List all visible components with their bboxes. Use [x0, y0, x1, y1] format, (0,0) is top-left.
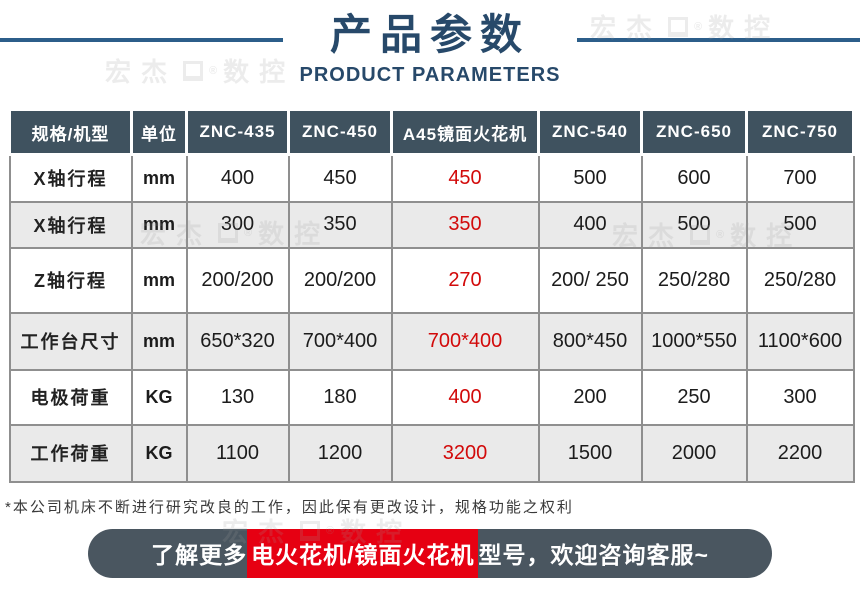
value-cell: 2200	[745, 423, 855, 483]
value-cell: 200	[537, 368, 643, 426]
value-cell: 400	[537, 200, 643, 249]
unit-cell: KG	[130, 368, 188, 426]
value-cell: 600	[640, 153, 748, 203]
value-cell: 1500	[537, 423, 643, 483]
value-cell: 450	[390, 153, 540, 203]
value-cell: 400	[390, 368, 540, 426]
value-cell: 200/ 250	[537, 246, 643, 314]
table-row: Z轴行程 mm 200/200 200/200 270 200/ 250 250/280 25…	[8, 246, 855, 314]
column-header: 规格/机型	[8, 108, 133, 156]
value-cell: 200/200	[287, 246, 393, 314]
value-cell: 700*400	[390, 311, 540, 371]
column-header: ZNC-650	[640, 108, 748, 156]
column-header: ZNC-450	[287, 108, 393, 156]
column-header: ZNC-435	[185, 108, 290, 156]
value-cell: 2000	[640, 423, 748, 483]
value-cell: 1100*600	[745, 311, 855, 371]
table-header: 规格/机型 单位 ZNC-435 ZNC-450 A45镜面火花机 ZNC-540 ZNC-…	[8, 108, 855, 156]
value-cell: 200/200	[185, 246, 290, 314]
banner-prefix: 了解更多	[151, 542, 248, 568]
value-cell: 250/280	[640, 246, 748, 314]
table-row: 电极荷重 KG 130 180 400 200 250 300	[8, 368, 855, 426]
unit-cell: KG	[130, 423, 188, 483]
row-label: X轴行程	[8, 200, 133, 249]
value-cell: 300	[745, 368, 855, 426]
unit-cell: mm	[130, 246, 188, 314]
row-label: Z轴行程	[8, 246, 133, 314]
table-row: X轴行程 mm 300 350 350 400 500 500	[8, 200, 855, 249]
value-cell: 1100	[185, 423, 290, 483]
value-cell: 450	[287, 153, 393, 203]
title-divider-right	[577, 38, 860, 42]
value-cell: 350	[287, 200, 393, 249]
page-header: 产品参数 PRODUCT PARAMETERS	[0, 0, 860, 108]
parameters-table: 规格/机型 单位 ZNC-435 ZNC-450 A45镜面火花机 ZNC-540 ZNC-…	[8, 108, 855, 483]
banner-suffix: 型号，欢迎咨询客服~	[478, 542, 709, 568]
value-cell: 180	[287, 368, 393, 426]
table-row: 工作荷重 KG 1100 1200 3200 1500 2000 2200	[8, 423, 855, 483]
value-cell: 400	[185, 153, 290, 203]
value-cell: 500	[640, 200, 748, 249]
row-label: X轴行程	[8, 153, 133, 203]
value-cell: 250	[640, 368, 748, 426]
table-row: 工作台尺寸 mm 650*320 700*400 700*400 800*450 1000*…	[8, 311, 855, 371]
page-subtitle: PRODUCT PARAMETERS	[299, 64, 561, 87]
contact-service-banner[interactable]: 了解更多 电火花机/镜面火花机 型号，欢迎咨询客服~	[88, 528, 772, 578]
table-container: 规格/机型 单位 ZNC-435 ZNC-450 A45镜面火花机 ZNC-540 ZNC-…	[8, 108, 855, 483]
value-cell: 300	[185, 200, 290, 249]
value-cell: 500	[537, 153, 643, 203]
header-row: 规格/机型 单位 ZNC-435 ZNC-450 A45镜面火花机 ZNC-540 ZNC-…	[8, 108, 855, 156]
value-cell: 700*400	[287, 311, 393, 371]
value-cell: 1200	[287, 423, 393, 483]
row-label: 工作台尺寸	[8, 311, 133, 371]
unit-cell: mm	[130, 200, 188, 249]
value-cell: 1000*550	[640, 311, 748, 371]
value-cell: 130	[185, 368, 290, 426]
unit-cell: mm	[130, 311, 188, 371]
banner-highlight: 电火花机/镜面火花机	[247, 528, 479, 578]
value-cell: 250/280	[745, 246, 855, 314]
value-cell: 650*320	[185, 311, 290, 371]
disclaimer-note: *本公司机床不断进行研究改良的工作，因此保有更改设计，规格功能之权利	[5, 498, 574, 516]
value-cell: 700	[745, 153, 855, 203]
value-cell: 270	[390, 246, 540, 314]
table-row: X轴行程 mm 400 450 450 500 600 700	[8, 153, 855, 203]
column-header: 单位	[130, 108, 188, 156]
column-header: A45镜面火花机	[390, 108, 540, 156]
column-header: ZNC-540	[537, 108, 643, 156]
column-header: ZNC-750	[745, 108, 855, 156]
title-divider-left	[0, 38, 283, 42]
value-cell: 3200	[390, 423, 540, 483]
row-label: 工作荷重	[8, 423, 133, 483]
table-body: X轴行程 mm 400 450 450 500 600 700 X轴行程 mm 300 350 350 4…	[8, 153, 855, 483]
page-title: 产品参数	[329, 11, 530, 58]
value-cell: 800*450	[537, 311, 643, 371]
value-cell: 500	[745, 200, 855, 249]
value-cell: 350	[390, 200, 540, 249]
row-label: 电极荷重	[8, 368, 133, 426]
unit-cell: mm	[130, 153, 188, 203]
